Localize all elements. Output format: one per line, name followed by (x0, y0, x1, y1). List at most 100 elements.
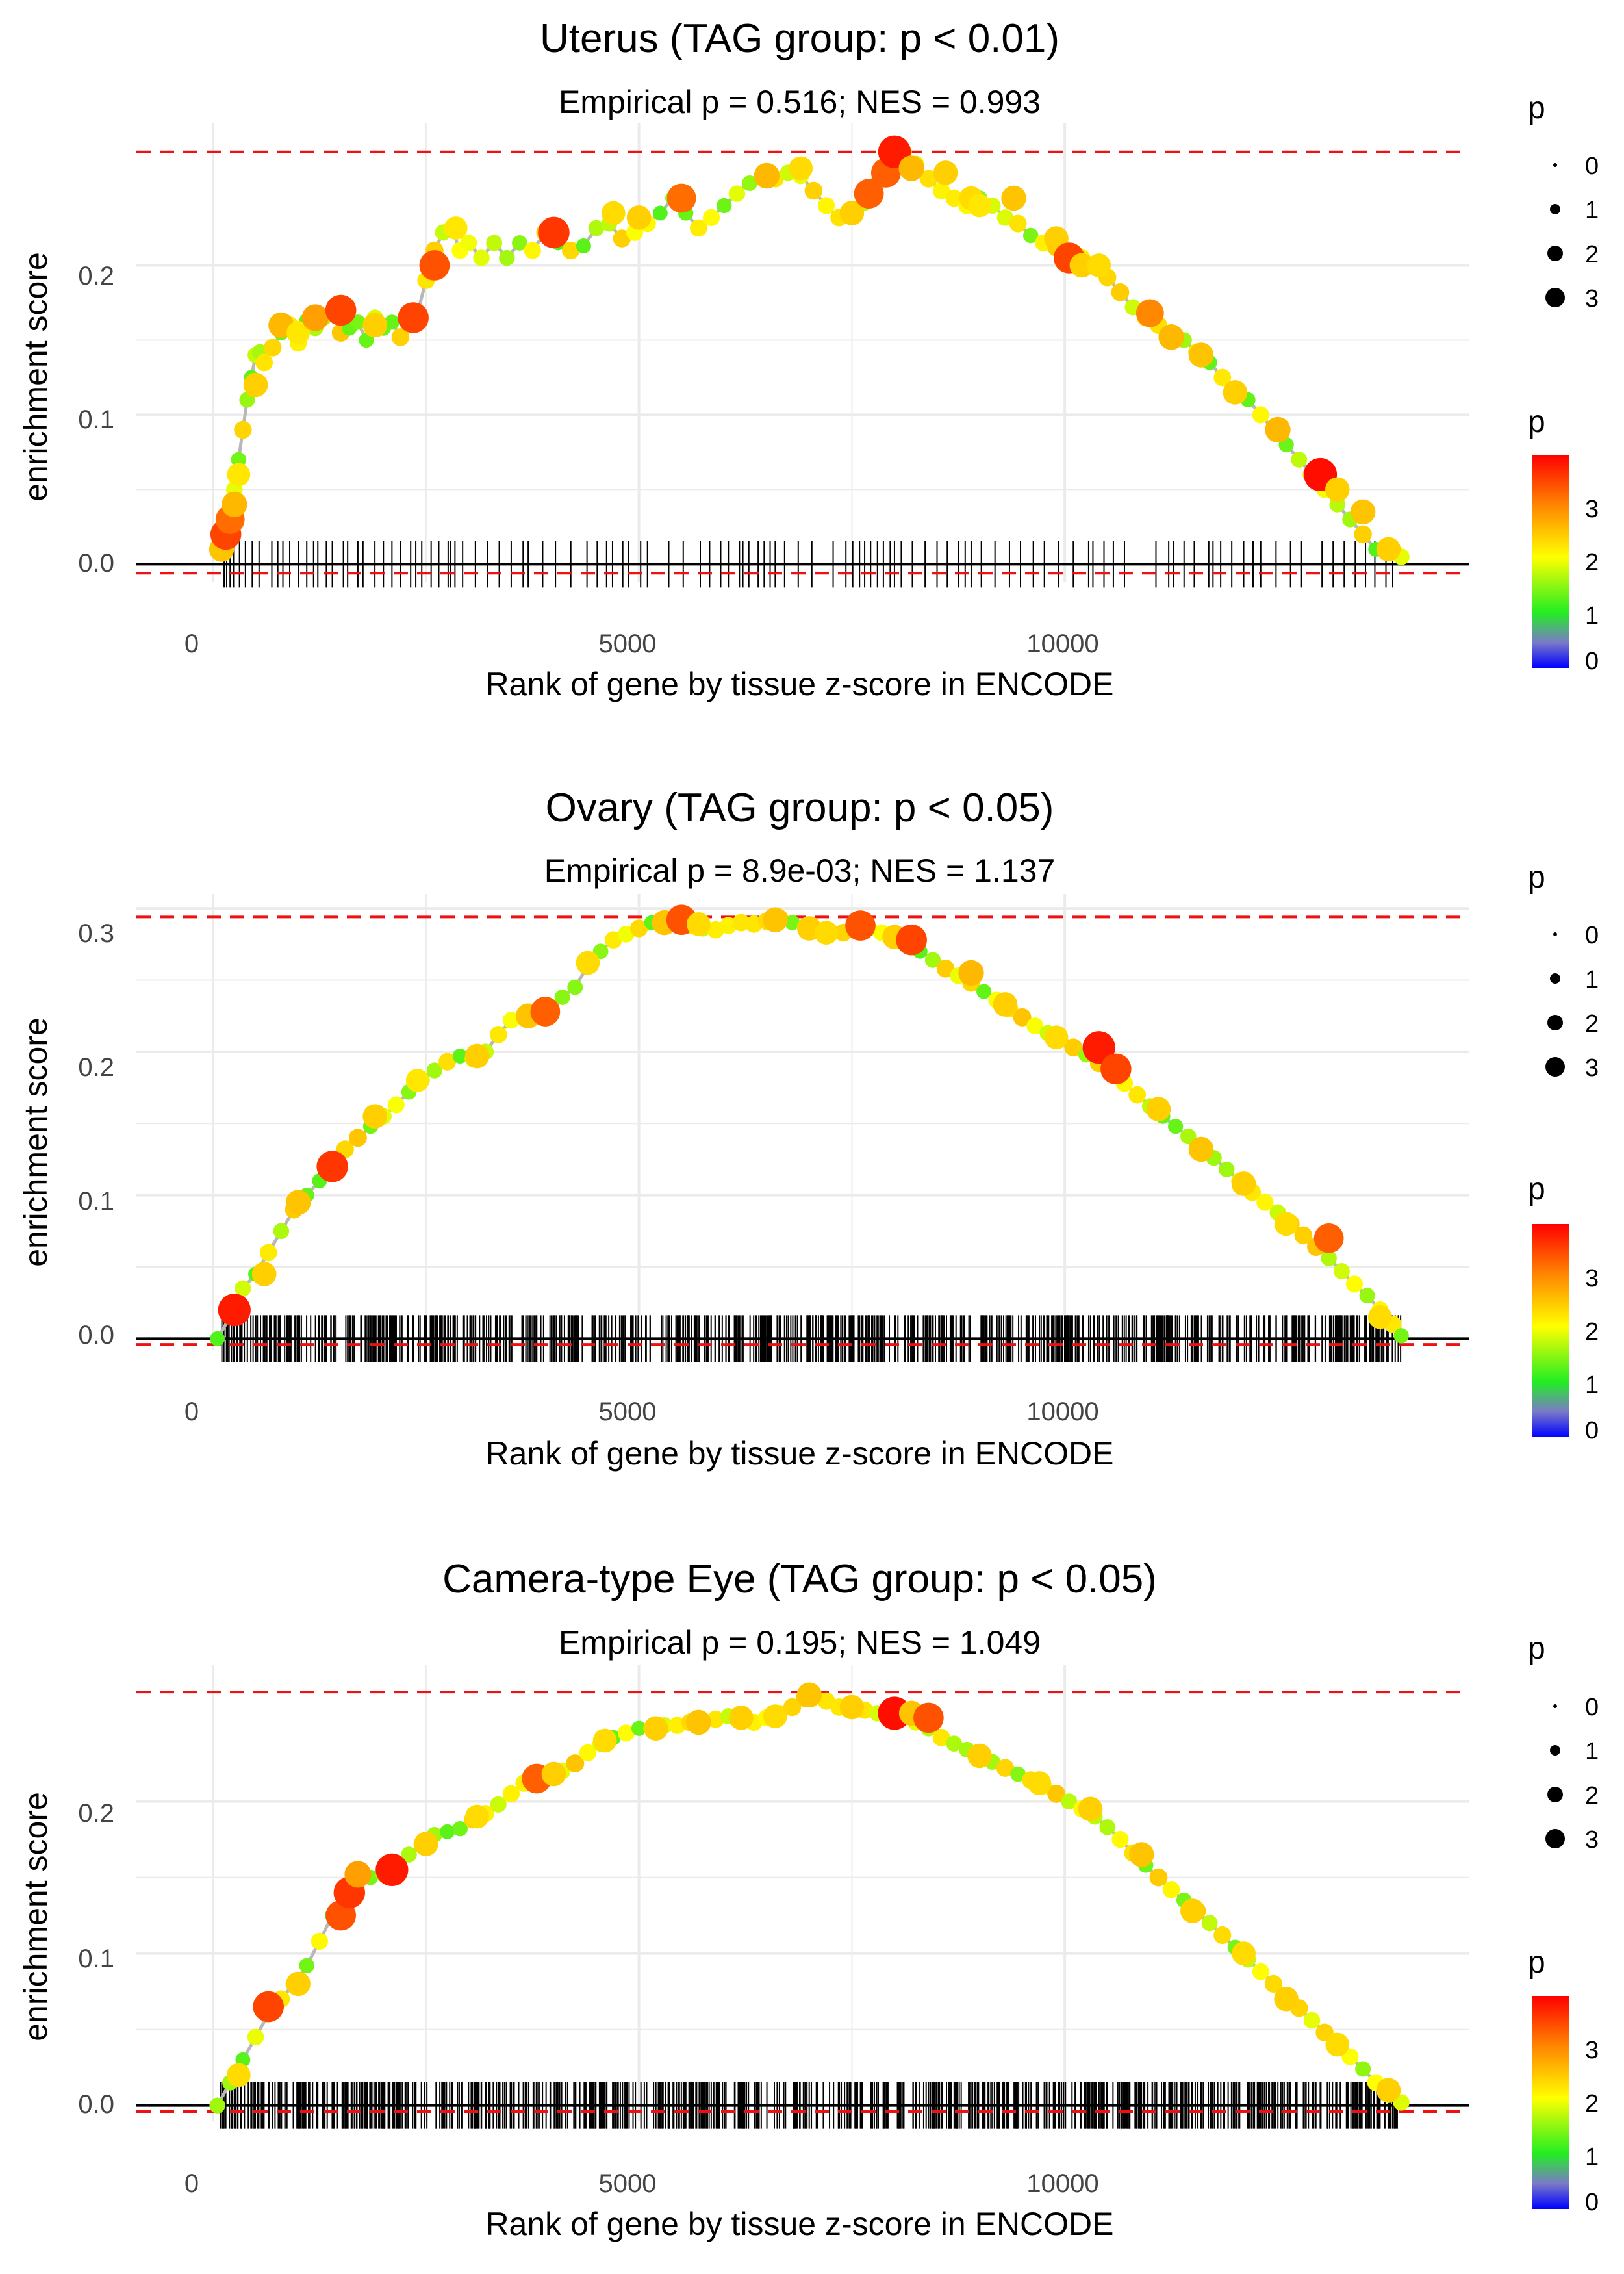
size-key-label: 0 (1585, 153, 1599, 180)
size-key-dot (1547, 246, 1563, 261)
es-point (613, 229, 631, 248)
es-point (1111, 283, 1130, 301)
es-points (210, 904, 1409, 1346)
highlight-gene-point (845, 910, 876, 941)
highlight-gene-point (896, 924, 927, 956)
es-point (401, 1846, 417, 1863)
es-point (617, 1724, 635, 1742)
es-point (717, 198, 732, 214)
highlight-gene-point (362, 313, 387, 338)
size-key-label: 3 (1585, 1826, 1599, 1854)
size-key-dot (1550, 204, 1560, 214)
es-point (452, 1821, 468, 1837)
size-key-label: 0 (1585, 1694, 1599, 1721)
es-point (299, 1958, 314, 1974)
es-point (259, 1244, 277, 1262)
highlight-gene-point (1082, 1031, 1115, 1064)
highlight-gene-point (362, 1104, 387, 1129)
es-point (702, 209, 720, 226)
size-key-dot (1553, 932, 1557, 936)
es-point (387, 1096, 405, 1114)
es-point (976, 984, 992, 999)
es-point (502, 1785, 520, 1803)
es-point (1061, 1793, 1078, 1809)
es-point (235, 1280, 251, 1297)
es-point (945, 189, 963, 207)
x-tick-label: 5000 (599, 1398, 657, 1426)
highlight-gene-point (1136, 299, 1164, 327)
y-tick-label: 0.1 (78, 1187, 114, 1216)
highlight-gene-point (763, 1704, 787, 1728)
color-legend: p 3 2 1 0 (1528, 405, 1599, 675)
highlight-gene-point (286, 321, 311, 344)
es-point (932, 182, 950, 199)
highlight-gene-point (814, 921, 839, 945)
es-point (742, 175, 758, 192)
es-point (231, 452, 247, 468)
highlight-gene-point (1325, 477, 1350, 502)
highlight-gene-point (1044, 1025, 1069, 1050)
es-point (554, 990, 570, 1005)
es-point (996, 209, 1014, 226)
es-point (486, 235, 503, 251)
color-key-label: 2 (1585, 549, 1599, 576)
es-point (489, 1025, 507, 1043)
x-tick-labels: 0 5000 10000 (184, 630, 1099, 658)
grid-lines (136, 894, 1469, 1350)
chart-subtitle: Empirical p = 0.195; NES = 1.049 (559, 1624, 1041, 1661)
size-key-label: 1 (1585, 197, 1599, 224)
size-legend: p 0 1 2 3 (1528, 860, 1599, 1082)
es-point (919, 170, 937, 188)
chart-subtitle: Empirical p = 8.9e-03; NES = 1.137 (544, 852, 1056, 889)
es-point (690, 219, 707, 237)
es-point (783, 1698, 802, 1717)
highlight-gene-point (796, 1682, 822, 1708)
es-point (631, 1720, 647, 1736)
x-tick-label: 10000 (1026, 630, 1098, 658)
es-point (1149, 1868, 1168, 1887)
highlight-gene-point (344, 1861, 372, 1888)
es-point (1064, 1038, 1083, 1057)
highlight-gene-point (1188, 1136, 1214, 1162)
highlight-gene-point (286, 1971, 311, 1997)
size-key-dot (1545, 288, 1565, 307)
highlight-gene-point (763, 907, 788, 932)
highlight-gene-point (1232, 1941, 1256, 1965)
y-tick-label: 0.0 (78, 2090, 114, 2119)
highlight-gene-point (1146, 1097, 1171, 1121)
panel-camera-type-eye: Camera-type Eye (TAG group: p < 0.05) Em… (18, 1557, 1599, 2242)
size-key-label: 2 (1585, 1010, 1599, 1038)
es-line (218, 150, 1402, 559)
es-point (426, 1062, 443, 1079)
x-tick-label: 0 (184, 1398, 199, 1426)
es-point (1321, 1250, 1337, 1267)
highlight-gene-point (1274, 1987, 1299, 2012)
size-key-label: 2 (1585, 1782, 1599, 1809)
es-point (440, 1824, 455, 1839)
highlight-gene-point (465, 1804, 489, 1829)
size-key-label: 3 (1585, 285, 1599, 313)
chart-title: Ovary (TAG group: p < 0.05) (546, 786, 1054, 830)
es-point (629, 919, 648, 938)
x-tick-label: 10000 (1026, 1398, 1098, 1426)
highlight-gene-point (541, 1761, 566, 1787)
highlight-gene-point (301, 304, 329, 331)
size-legend: p 0 1 2 3 (1528, 91, 1599, 313)
highlight-gene-point (285, 1190, 311, 1215)
highlight-gene-point (251, 1262, 277, 1286)
es-point (1219, 1161, 1235, 1177)
es-points (209, 135, 1410, 565)
highlight-gene-point (243, 372, 268, 398)
es-point (255, 353, 273, 372)
highlight-gene-point (316, 1151, 348, 1182)
es-point (1162, 1881, 1180, 1898)
grid-lines (136, 123, 1469, 582)
size-key-dot (1550, 973, 1560, 984)
color-key-label: 3 (1585, 496, 1599, 523)
es-point (1256, 1194, 1274, 1211)
y-tick-label: 0.2 (78, 1799, 114, 1828)
es-point (1393, 1328, 1409, 1344)
color-legend-title: p (1528, 405, 1545, 439)
highlight-gene-point (1100, 1053, 1132, 1085)
es-point (784, 915, 800, 930)
